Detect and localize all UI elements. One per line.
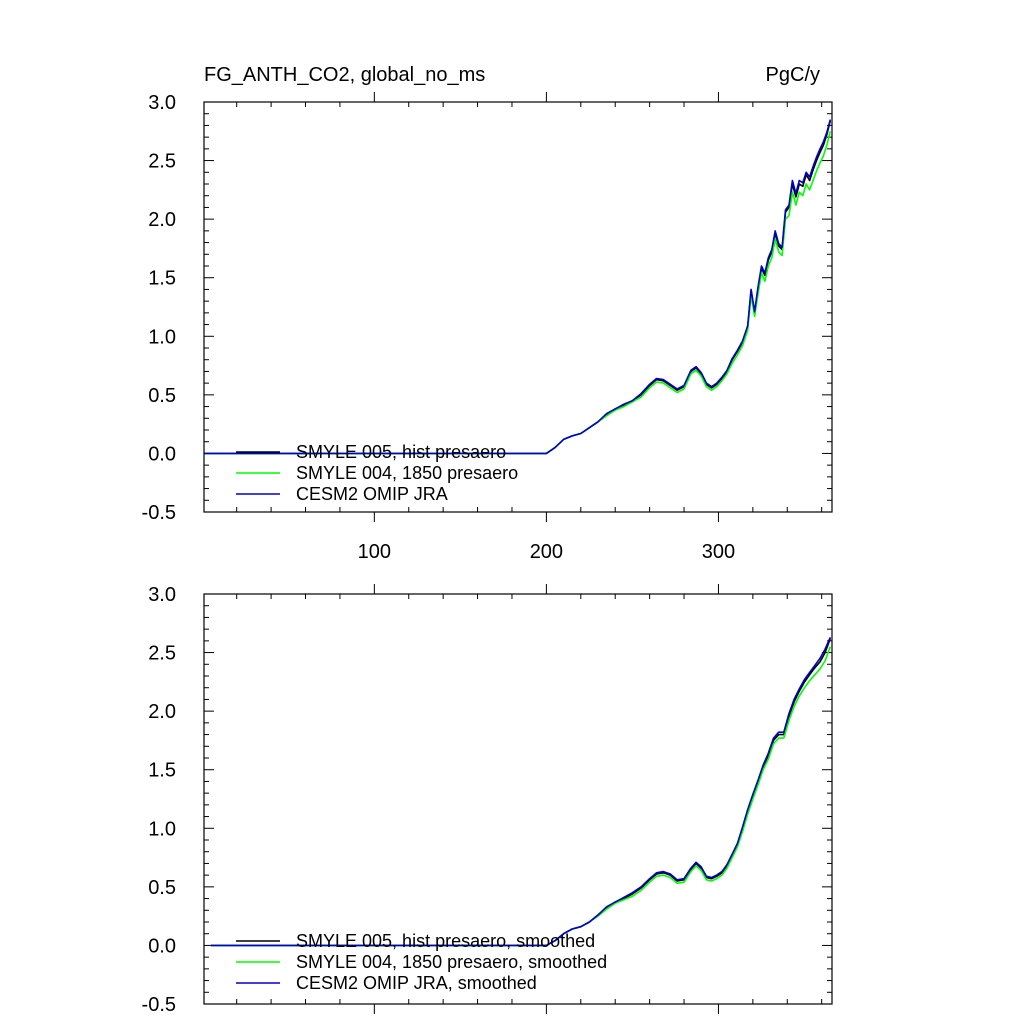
y-tick-label: 2.0 [148, 701, 176, 723]
series-line-3 [204, 119, 832, 455]
y-tick-label: 1.5 [148, 268, 176, 290]
series-line-2 [210, 646, 832, 947]
figure-title-units: PgC/y [766, 64, 820, 86]
series-line-1 [210, 638, 832, 947]
y-tick-label: 3.0 [148, 584, 176, 606]
x-tick-label: 300 [702, 541, 735, 563]
legend-label: SMYLE 004, 1850 presaero [296, 463, 518, 483]
legend-label: SMYLE 005, hist presaero, smoothed [296, 931, 595, 951]
x-tick-label: 200 [530, 541, 563, 563]
y-tick-label: 3.0 [148, 92, 176, 114]
y-tick-label: 2.5 [148, 151, 176, 173]
figure-title-left: FG_ANTH_CO2, global_no_ms [204, 64, 485, 86]
y-tick-label: 1.5 [148, 760, 176, 782]
plot-frame [203, 593, 833, 1005]
plot-frame [203, 101, 833, 513]
legend-label: SMYLE 004, 1850 presaero, smoothed [296, 952, 607, 972]
y-tick-label: 1.0 [148, 818, 176, 840]
legend-label: SMYLE 005, hist presaero [296, 442, 506, 462]
x-tick-label: 100 [358, 541, 391, 563]
series-line-1 [204, 120, 832, 455]
y-tick-label: -0.5 [142, 994, 176, 1016]
y-tick-label: 2.0 [148, 209, 176, 231]
legend-label: CESM2 OMIP JRA, smoothed [296, 973, 537, 993]
y-tick-label: 1.0 [148, 326, 176, 348]
series-line-3 [210, 636, 832, 947]
series-line-2 [204, 131, 832, 455]
y-tick-label: -0.5 [142, 502, 176, 524]
y-tick-label: 0.5 [148, 385, 176, 407]
y-tick-label: 0.5 [148, 877, 176, 899]
y-tick-label: 2.5 [148, 643, 176, 665]
y-tick-label: 0.0 [148, 443, 176, 465]
top-panel: -0.5 0.0 0.5 1.0 1.5 2.0 2.5 3.0 100 200 300 SMYLE … [142, 92, 833, 563]
bottom-panel: -0.5 0.0 0.5 1.0 1.5 2.0 2.5 3.0 SMYLE 005, hist… [142, 584, 833, 1016]
legend-label: CESM2 OMIP JRA [296, 484, 448, 504]
y-tick-label: 0.0 [148, 935, 176, 957]
